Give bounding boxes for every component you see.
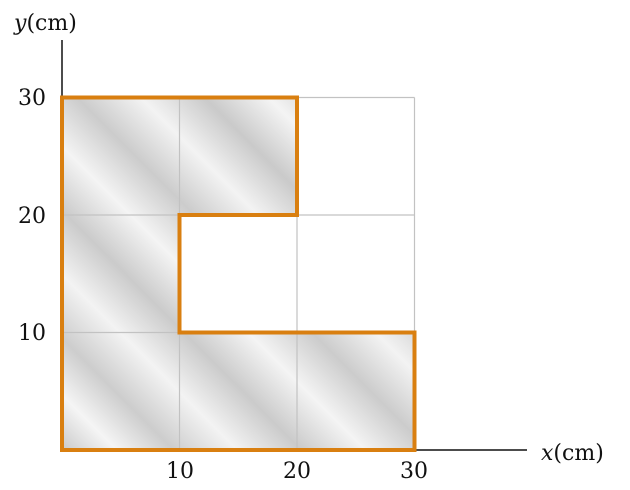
y-tick-30: 30 xyxy=(18,86,46,111)
y-tick-10: 10 xyxy=(18,321,46,346)
x-axis-var: x xyxy=(541,441,554,466)
y-axis-unit: (cm) xyxy=(26,11,76,36)
x-tick-10: 10 xyxy=(166,459,194,484)
y-axis-var: y xyxy=(13,11,27,36)
x-axis-unit: (cm) xyxy=(553,441,603,466)
lamina-fill xyxy=(62,97,415,450)
x-tick-30: 30 xyxy=(400,459,428,484)
y-axis-label: y(cm) xyxy=(13,11,77,36)
y-tick-20: 20 xyxy=(18,204,46,229)
x-tick-20: 20 xyxy=(283,459,311,484)
x-axis-label: x(cm) xyxy=(541,441,604,466)
lamina-outline xyxy=(60,95,417,452)
